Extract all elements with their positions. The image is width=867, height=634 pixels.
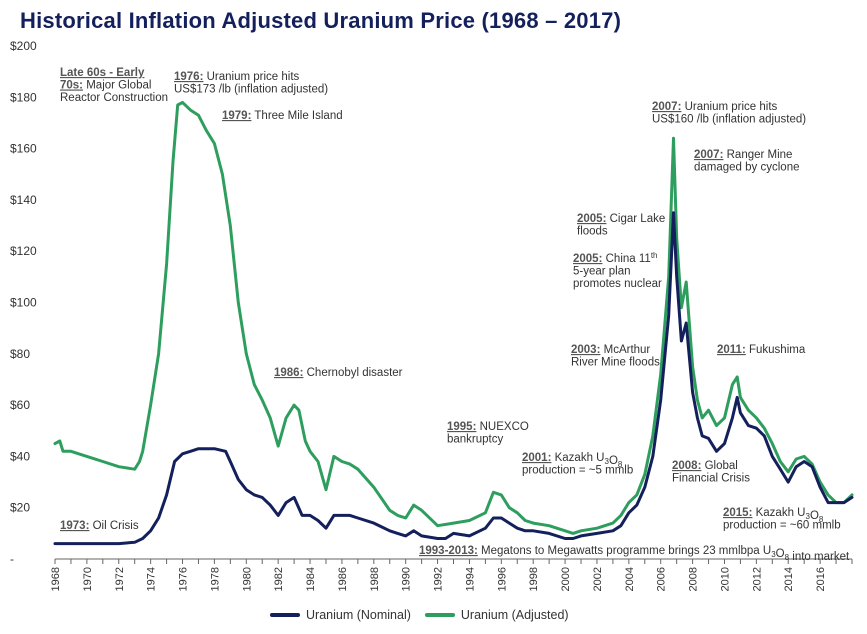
annotation-line: 1979: Three Mile Island xyxy=(222,110,343,122)
x-tick-label: 1986 xyxy=(337,567,349,591)
y-tick-label: $200 xyxy=(10,39,37,53)
x-tick-label: 1982 xyxy=(273,567,285,591)
annotation-line: 2007: Ranger Mine xyxy=(694,149,792,161)
annotation-line: 1995: NUEXCO xyxy=(447,421,529,433)
y-tick-label: - xyxy=(10,552,14,566)
x-tick-label: 1974 xyxy=(146,567,158,591)
x-tick-label: 2008 xyxy=(688,567,700,591)
annotation-line: Financial Crisis xyxy=(672,473,750,485)
y-tick-label: $20 xyxy=(10,501,30,515)
y-tick-label: $140 xyxy=(10,193,37,207)
x-tick-label: 1978 xyxy=(209,567,221,591)
x-tick-label: 2004 xyxy=(624,567,636,591)
annotation-line: bankruptcy xyxy=(447,434,504,446)
annotation-line: 2005: China 11th xyxy=(573,251,657,265)
x-tick-label: 2000 xyxy=(560,567,572,591)
annotation-line: production = ~5 mmlb xyxy=(522,465,633,477)
series-line-nominal xyxy=(53,211,854,546)
annotation-y2011: 2011: Fukushima xyxy=(717,344,806,356)
annotation-line: 2007: Uranium price hits xyxy=(652,101,778,113)
axes: - $20 $40 $60 $80 $100 $120 $140 $160 $180 $200 196… xyxy=(10,39,853,591)
x-tick-label: 1972 xyxy=(114,567,126,591)
annotation-line: production = ~60 mmlb xyxy=(723,520,841,532)
annotation-line: floods xyxy=(577,226,608,238)
legend: Uranium (Nominal) Uranium (Adjusted) xyxy=(270,608,569,622)
annotation-line: Reactor Construction xyxy=(60,92,168,104)
legend-item-adjusted: Uranium (Adjusted) xyxy=(424,608,569,622)
annotation-y1973: 1973: Oil Crisis xyxy=(60,520,139,532)
legend-item-nominal: Uranium (Nominal) xyxy=(270,608,411,622)
x-tick-label: 1984 xyxy=(305,567,317,591)
annotation-line: Late 60s - Early xyxy=(60,67,145,79)
legend-swatch-nominal xyxy=(270,613,300,617)
x-tick-label: 1992 xyxy=(433,567,445,591)
legend-label-adjusted: Uranium (Adjusted) xyxy=(460,608,569,622)
annotation-line: 1986: Chernobyl disaster xyxy=(274,367,403,379)
series-line-adjusted xyxy=(53,100,854,535)
x-tick-label: 1990 xyxy=(401,567,413,591)
annotation-line: US$160 /lb (inflation adjusted) xyxy=(652,114,806,126)
annotation-line: 2001: Kazakh U3O8 xyxy=(522,452,623,469)
y-tick-label: $100 xyxy=(10,296,37,310)
annotation-line: promotes nuclear xyxy=(573,278,662,290)
x-tick-label: 1980 xyxy=(241,567,253,591)
y-tick-label: $160 xyxy=(10,142,37,156)
annotation-line: 2008: Global xyxy=(672,460,738,472)
x-tick-label: 1968 xyxy=(50,567,62,591)
x-tick-label: 1994 xyxy=(464,567,476,591)
annotation-line: 2005: Cigar Lake xyxy=(577,213,665,225)
x-tick-label: 2016 xyxy=(815,567,827,591)
chart-plot: - $20 $40 $60 $80 $100 $120 $140 $160 $180 $200 196… xyxy=(10,39,854,591)
annotation-y1979: 1979: Three Mile Island xyxy=(222,110,343,122)
x-tick-label: 2002 xyxy=(592,567,604,591)
annotation-line: damaged by cyclone xyxy=(694,162,799,174)
annotation-line: River Mine floods xyxy=(571,357,660,369)
x-tick-label: 1996 xyxy=(496,567,508,591)
annotation-y1993: 1993-2013: Megatons to Megawatts program… xyxy=(419,545,850,563)
x-tick-label: 2006 xyxy=(656,567,668,591)
x-tick-label: 2014 xyxy=(783,567,795,591)
annotation-line: 1976: Uranium price hits xyxy=(174,71,300,83)
x-tick-label: 1970 xyxy=(82,567,94,591)
annotation-line: 2011: Fukushima xyxy=(717,344,806,356)
x-tick-label: 2010 xyxy=(719,567,731,591)
annotation-line: US$173 /lb (inflation adjusted) xyxy=(174,84,328,96)
annotation-line: 2015: Kazakh U3O8 xyxy=(723,507,824,524)
legend-label-nominal: Uranium (Nominal) xyxy=(306,608,411,622)
annotation-line: 1993-2013: Megatons to Megawatts program… xyxy=(419,545,850,563)
x-tick-label: 1976 xyxy=(178,567,190,591)
x-tick-label: 1998 xyxy=(528,567,540,591)
annotation-line: 1973: Oil Crisis xyxy=(60,520,139,532)
y-tick-label: $40 xyxy=(10,449,30,463)
chart-title: Historical Inflation Adjusted Uranium Pr… xyxy=(20,8,622,33)
x-tick-label: 1988 xyxy=(369,567,381,591)
annotation-line: 2003: McArthur xyxy=(571,344,650,356)
series-lines xyxy=(53,100,854,546)
y-tick-label: $80 xyxy=(10,347,30,361)
x-tick-label: 2012 xyxy=(751,567,763,591)
y-tick-label: $60 xyxy=(10,398,30,412)
y-tick-label: $120 xyxy=(10,244,37,258)
annotation-y1986: 1986: Chernobyl disaster xyxy=(274,367,403,379)
annotation-line: 70s: Major Global xyxy=(60,80,151,92)
y-tick-label: $180 xyxy=(10,90,37,104)
legend-swatch-adjusted xyxy=(424,613,455,617)
annotation-line: 5-year plan xyxy=(573,266,631,278)
